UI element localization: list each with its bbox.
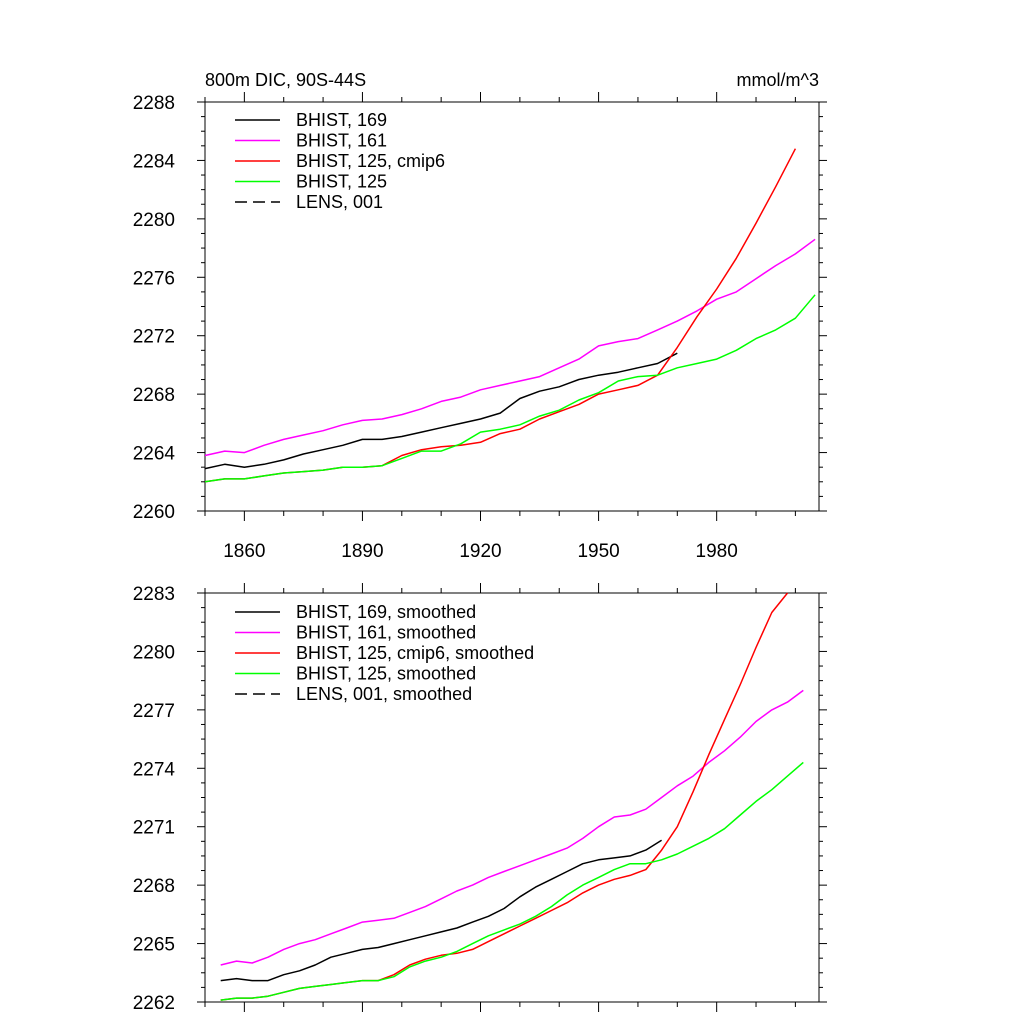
legend-label: LENS, 001 <box>296 192 383 212</box>
legend-label: BHIST, 161 <box>296 131 387 151</box>
x-tick-label: 1860 <box>223 541 265 562</box>
legend-label: BHIST, 161, smoothed <box>296 623 476 643</box>
y-tick-label: 2268 <box>133 385 175 406</box>
y-tick-label: 2276 <box>133 268 175 289</box>
x-tick-label: 1950 <box>577 541 619 562</box>
top-panel-units: mmol/m^3 <box>737 70 819 90</box>
y-tick-label: 2262 <box>133 993 175 1014</box>
y-tick-label: 2280 <box>133 210 175 231</box>
y-tick-label: 2264 <box>133 444 176 465</box>
y-tick-label: 2265 <box>133 935 175 956</box>
x-tick-label: 1920 <box>459 541 501 562</box>
legend-label: BHIST, 125, cmip6 <box>296 151 445 171</box>
y-tick-label: 2272 <box>133 327 175 348</box>
bottom-panel: 2262 2265 2268 2271 2274 2277 2280 2283 BHIST, 1… <box>133 583 827 1014</box>
y-tick-label: 2288 <box>133 93 175 114</box>
legend-label: BHIST, 125, cmip6, smoothed <box>296 643 534 663</box>
x-tick-label: 1980 <box>696 541 738 562</box>
series-line-1 <box>220 689 804 966</box>
top-panel-title: 800m DIC, 90S-44S <box>205 70 366 90</box>
y-tick-label: 2280 <box>133 642 175 663</box>
x-tick-label: 1890 <box>341 541 383 562</box>
legend-label: LENS, 001, smoothed <box>296 684 472 704</box>
y-tick-label: 2283 <box>133 584 175 605</box>
y-tick-label: 2268 <box>133 876 175 897</box>
legend-label: BHIST, 125, smoothed <box>296 664 476 684</box>
y-tick-label: 2274 <box>133 759 176 780</box>
series-line-0 <box>204 352 678 470</box>
series-line-3 <box>204 294 816 483</box>
top-panel: 800m DIC, 90S-44S mmol/m^3 2260 2264 2268 2… <box>133 70 827 562</box>
legend-label: BHIST, 125 <box>296 172 387 192</box>
y-tick-label: 2284 <box>133 151 176 172</box>
y-tick-label: 2260 <box>133 502 175 523</box>
legend-label: BHIST, 169 <box>296 110 387 130</box>
series-line-0 <box>220 839 662 982</box>
series-line-3 <box>220 761 804 1001</box>
legend-label: BHIST, 169, smoothed <box>296 602 476 622</box>
y-tick-label: 2271 <box>133 818 175 839</box>
series-line-2 <box>204 148 797 483</box>
series-line-1 <box>204 238 816 457</box>
y-tick-label: 2277 <box>133 701 175 722</box>
